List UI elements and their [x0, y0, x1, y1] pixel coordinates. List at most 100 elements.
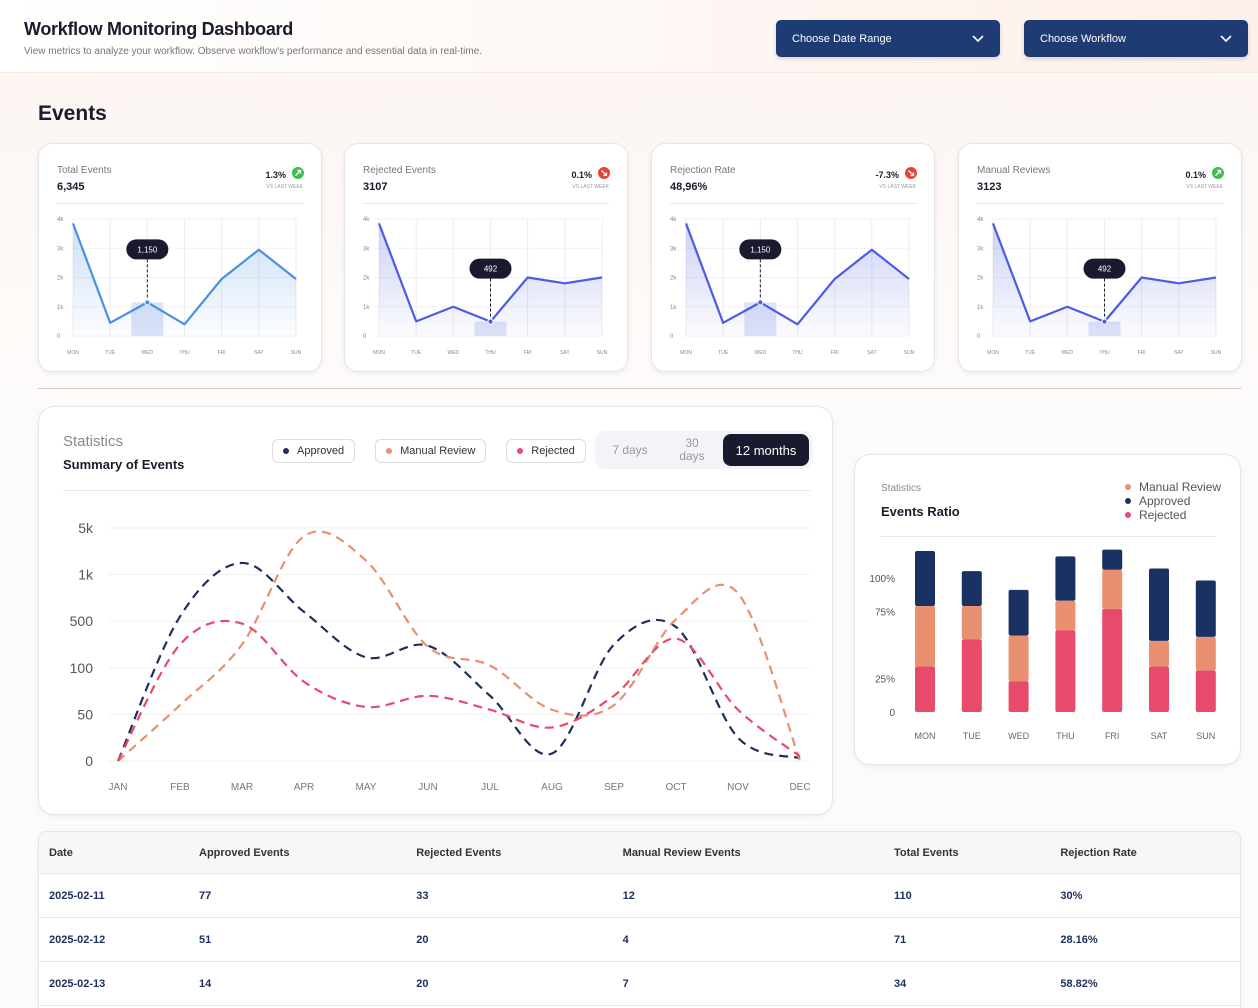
table-cell: 71 — [884, 917, 1051, 962]
page-subtitle: View metrics to analyze your workflow. O… — [24, 46, 483, 57]
kpi-label: Rejected Events — [363, 165, 436, 176]
legend-item[interactable]: Rejected — [506, 439, 586, 463]
x-tick-label: WED — [141, 350, 153, 356]
y-tick-label: 5k — [78, 520, 94, 536]
x-tick-label: TUE — [963, 731, 981, 741]
table-cell: 77 — [189, 873, 407, 918]
column-header: Total Events — [884, 832, 1051, 874]
y-tick-label: 100% — [869, 574, 895, 585]
series-line — [116, 561, 801, 762]
y-tick-label: 3k — [670, 246, 677, 252]
events-table: Date Approved Events Rejected Events Manual… — [39, 832, 1240, 1006]
legend-label: Manual Review — [1139, 480, 1222, 494]
kpi-value: 6,345 — [57, 181, 85, 193]
bar-segment — [1149, 640, 1169, 667]
date-range-dropdown[interactable]: Choose Date Range — [776, 20, 1000, 57]
tooltip-label: 492 — [1098, 265, 1112, 274]
x-tick-label: WED — [754, 350, 766, 356]
x-tick-label: FRI — [524, 350, 532, 356]
x-tick-label: JAN — [109, 782, 128, 793]
x-tick-label: WED — [447, 350, 459, 356]
x-tick-label: SAT — [254, 350, 263, 356]
period-option[interactable]: 30 days — [679, 436, 705, 463]
point — [1101, 318, 1108, 325]
bar-segment — [1195, 636, 1216, 671]
bar-segment — [1055, 600, 1076, 631]
kpi-change: 0.1% — [1185, 170, 1206, 180]
legend-swatch — [1125, 498, 1131, 504]
area — [686, 223, 909, 336]
x-tick-label: WED — [1008, 731, 1029, 741]
y-tick-label: 25% — [875, 674, 895, 685]
table-cell: 33 — [406, 873, 613, 918]
y-tick-label: 0 — [85, 753, 93, 769]
kpi-value: 48,96% — [670, 181, 708, 193]
x-tick-label: MON — [67, 350, 79, 356]
period-option[interactable]: 7 days — [612, 442, 648, 457]
bar-segment — [961, 606, 982, 640]
legend-swatch — [517, 448, 524, 454]
x-tick-label: TUE — [411, 350, 422, 356]
tooltip — [126, 239, 169, 260]
legend-label: Approved — [1139, 494, 1191, 508]
y-tick-label: 1k — [363, 305, 370, 311]
bar-segment — [961, 639, 982, 712]
dropdown-label: Choose Workflow — [1040, 32, 1126, 45]
legend-label: Approved — [297, 445, 345, 457]
y-tick-label: 0 — [670, 334, 674, 340]
area — [993, 223, 1216, 336]
kpi-change-note: VS LAST WEEK — [1186, 184, 1223, 190]
chevron — [1220, 34, 1232, 42]
x-tick-label: OCT — [665, 782, 686, 793]
kpi-label: Total Events — [57, 165, 112, 176]
bar-segment — [1008, 589, 1029, 636]
chart-subtitle: Events Ratio — [881, 504, 960, 519]
x-tick-label: TUE — [105, 350, 116, 356]
line — [684, 223, 910, 326]
x-tick-label: SUN — [291, 350, 302, 356]
point — [487, 318, 494, 325]
legend: Manual Review Approved Rejected — [1125, 480, 1221, 522]
trend-arrow — [601, 170, 608, 177]
x-tick-label: MAY — [356, 782, 377, 793]
separator — [977, 203, 1223, 204]
period-option[interactable]: 12 months — [723, 434, 809, 466]
kpi-change: 1.3% — [265, 170, 286, 180]
y-tick-label: 4k — [57, 217, 64, 223]
trend-arrow — [1215, 169, 1222, 176]
sparkline-chart: 0 1k 2k 3k 4k MON TUE WED THU FRI SAT SUN 1,150 — [670, 167, 917, 356]
tooltip-label: 1,150 — [750, 245, 771, 254]
x-tick-label: MON — [987, 350, 999, 356]
ratio-card: Statistics Events Ratio Manual Review Appro… — [854, 454, 1241, 765]
summary-card: Statistics Summary of Events Approved Manua… — [38, 406, 833, 815]
x-tick-label: WED — [1061, 350, 1073, 356]
y-tick-label: 75% — [875, 607, 895, 618]
bar-segment — [1102, 569, 1123, 609]
legend-item[interactable]: Approved — [272, 439, 356, 463]
y-tick-label: 1k — [670, 305, 677, 311]
table-cell: 51 — [189, 917, 407, 962]
table-cell: 7 — [612, 961, 885, 1006]
x-tick-label: FEB — [170, 782, 190, 793]
legend-item[interactable]: Manual Review — [375, 439, 487, 463]
bar-segment — [1008, 681, 1029, 712]
x-tick-label: SAT — [560, 350, 569, 356]
separator — [670, 203, 916, 204]
area — [379, 223, 602, 336]
table-row: 2025-02-13 14 20 7 34 58.82% — [39, 961, 1240, 1006]
column-header: Manual Review Events — [612, 832, 885, 874]
workflow-dropdown[interactable]: Choose Workflow — [1024, 20, 1248, 57]
kpi-change: 0.1% — [571, 170, 592, 180]
x-tick-label: MAR — [231, 782, 253, 793]
column-header: Rejection Rate — [1050, 832, 1240, 874]
table-cell: 2025-02-13 — [39, 961, 189, 1006]
series-line — [117, 619, 801, 762]
y-tick-label: 2k — [977, 276, 984, 282]
sparkline-chart: 0 1k 2k 3k 4k MON TUE WED THU FRI SAT SUN 1,150 — [57, 167, 304, 356]
kpi-value: 3123 — [977, 181, 1002, 193]
tooltip — [1083, 258, 1126, 279]
y-tick-label: 0 — [57, 334, 61, 340]
stacked-bar-chart: 0 25% 75% 100% MON TUE WED THU FRI SAT SUN — [869, 549, 1216, 741]
kpi-value: 3107 — [363, 181, 388, 193]
x-tick-label: SUN — [1211, 350, 1222, 356]
